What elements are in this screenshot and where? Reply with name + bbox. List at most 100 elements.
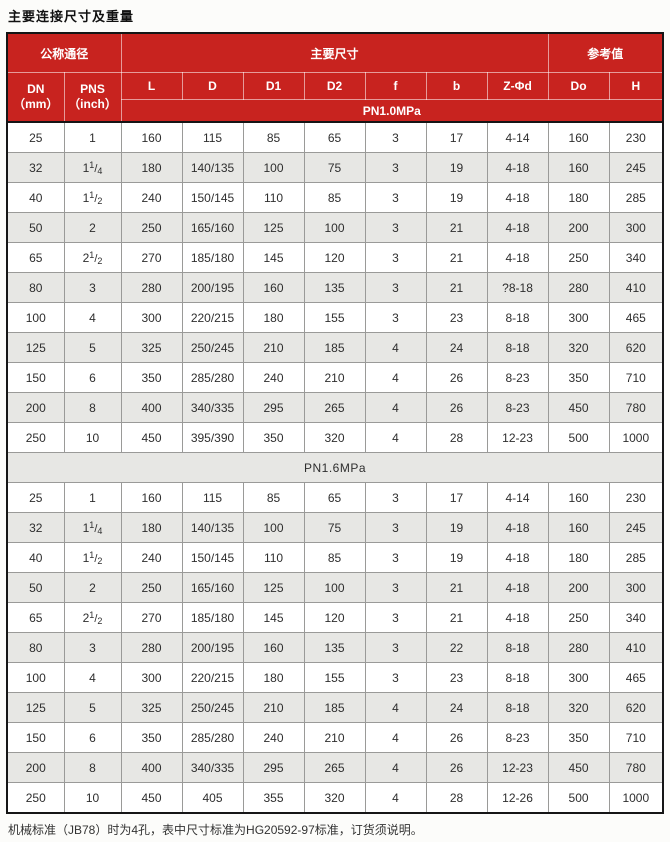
- table-cell: 4-14: [486, 121, 549, 153]
- table-cell: 6: [63, 362, 122, 393]
- table-cell: 10: [63, 782, 122, 814]
- table-cell: 405: [181, 782, 244, 814]
- group-header-reference-values: 参考值: [547, 32, 664, 73]
- table-cell: 4-18: [486, 512, 549, 543]
- table-cell: 200: [547, 212, 610, 243]
- col-header-pns-line1: PNS: [80, 82, 105, 96]
- col-header-f: f: [364, 72, 427, 100]
- table-cell: 21: [425, 602, 488, 633]
- table-cell: 280: [547, 632, 610, 663]
- col-header-pns: PNS （inch）: [63, 72, 122, 123]
- table-row: 250 10 450 405 355 320 4 28 12-26 500 1000: [6, 782, 664, 814]
- table-cell: 100: [303, 212, 366, 243]
- table-cell: 21/2: [63, 242, 122, 273]
- table-row: 32 11/4 180 140/135 100 75 3 19 4-18 160 245: [6, 512, 664, 543]
- table-cell: 125: [242, 572, 305, 603]
- table-cell: 285/280: [181, 722, 244, 753]
- table-cell: 75: [303, 512, 366, 543]
- table-cell: 410: [608, 632, 664, 663]
- table-cell: 8-18: [486, 662, 549, 693]
- table-body: 25 1 160 115 85 65 3 17 4-14 160 230 32 11/4 180 140/1…: [6, 121, 664, 814]
- table-cell: 395/390: [181, 422, 244, 453]
- table-cell: 28: [425, 422, 488, 453]
- table-cell: 19: [425, 152, 488, 183]
- table-cell: 40: [6, 542, 65, 573]
- col-header-Do: Do: [547, 72, 610, 100]
- table-cell: 450: [547, 752, 610, 783]
- table-cell: 780: [608, 752, 664, 783]
- table-cell: 4: [364, 332, 427, 363]
- table-cell: 140/135: [181, 152, 244, 183]
- table-cell: 250: [6, 782, 65, 814]
- table-cell: 26: [425, 362, 488, 393]
- table-cell: 500: [547, 422, 610, 453]
- table-row: 100 4 300 220/215 180 155 3 23 8-18 300 465: [6, 662, 664, 693]
- table-cell: 300: [547, 662, 610, 693]
- table-cell: 620: [608, 332, 664, 363]
- table-cell: 4: [364, 782, 427, 814]
- table-cell: 5: [63, 332, 122, 363]
- table-cell: 3: [364, 152, 427, 183]
- table-cell: 150/145: [181, 542, 244, 573]
- table-row: 125 5 325 250/245 210 185 4 24 8-18 320 620: [6, 692, 664, 723]
- table-cell: 65: [303, 482, 366, 513]
- table-cell: 230: [608, 121, 664, 153]
- table-cell: 285/280: [181, 362, 244, 393]
- footnote: 机械标准（JB78）时为4孔，表中尺寸标准为HG20592-97标准，订货须说明…: [8, 823, 423, 837]
- table-cell: 8: [63, 752, 122, 783]
- table-cell: 24: [425, 692, 488, 723]
- table-cell: 4: [364, 692, 427, 723]
- table-cell: 285: [608, 542, 664, 573]
- table-cell: 180: [547, 182, 610, 213]
- table-cell: 4-18: [486, 152, 549, 183]
- table-cell: 210: [242, 332, 305, 363]
- table-cell: 10: [63, 422, 122, 453]
- table-cell: 17: [425, 482, 488, 513]
- table-cell: 245: [608, 512, 664, 543]
- table-cell: 8-18: [486, 692, 549, 723]
- table-cell: 145: [242, 602, 305, 633]
- table-cell: 300: [120, 662, 183, 693]
- col-header-b: b: [425, 72, 488, 100]
- table-cell: 210: [303, 722, 366, 753]
- table-cell: 135: [303, 632, 366, 663]
- dimensions-table: 公称通径 主要尺寸 参考值 DN （mm） PNS （inch） L D D1 …: [6, 32, 665, 814]
- table-cell: 11/4: [63, 512, 122, 543]
- table-cell: 240: [120, 182, 183, 213]
- table-cell: 265: [303, 752, 366, 783]
- table-cell: 8-18: [486, 332, 549, 363]
- table-cell: 8: [63, 392, 122, 423]
- table-cell: 120: [303, 242, 366, 273]
- table-cell: 135: [303, 272, 366, 303]
- table-cell: 32: [6, 512, 65, 543]
- table-cell: 245: [608, 152, 664, 183]
- table-cell: 450: [547, 392, 610, 423]
- table-row: 65 21/2 270 185/180 145 120 3 21 4-18 250 340: [6, 242, 664, 273]
- table-cell: 710: [608, 722, 664, 753]
- table-cell: 3: [364, 212, 427, 243]
- table-cell: 85: [242, 482, 305, 513]
- table-cell: 180: [120, 152, 183, 183]
- table-cell: 17: [425, 121, 488, 153]
- table-cell: 12-23: [486, 752, 549, 783]
- table-cell: 325: [120, 332, 183, 363]
- table-cell: 100: [242, 152, 305, 183]
- table-cell: 100: [242, 512, 305, 543]
- table-cell: 300: [120, 302, 183, 333]
- table-cell: 150: [6, 362, 65, 393]
- table-cell: 26: [425, 392, 488, 423]
- table-cell: 320: [303, 782, 366, 814]
- table-cell: 160: [547, 512, 610, 543]
- header-group-row: 公称通径 主要尺寸 参考值: [6, 32, 664, 73]
- table-cell: 145: [242, 242, 305, 273]
- table-row: 100 4 300 220/215 180 155 3 23 8-18 300 465: [6, 302, 664, 333]
- table-cell: 300: [608, 572, 664, 603]
- group-header-nominal-diameter: 公称通径: [6, 32, 122, 73]
- table-cell: 85: [242, 121, 305, 153]
- page-title: 主要连接尺寸及重量: [8, 9, 135, 24]
- table-cell: 115: [181, 482, 244, 513]
- table-cell: 115: [181, 121, 244, 153]
- table-cell: 1: [63, 121, 122, 153]
- table-cell: 1000: [608, 422, 664, 453]
- table-row: 250 10 450 395/390 350 320 4 28 12-23 500 1000: [6, 422, 664, 453]
